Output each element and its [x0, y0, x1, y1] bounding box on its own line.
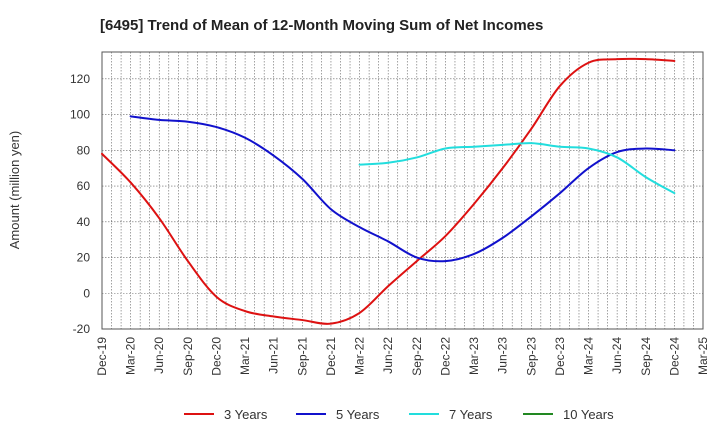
- x-tick-label: Dec-20: [209, 337, 223, 376]
- legend-label-10-years: 10 Years: [563, 407, 614, 422]
- plot-area: [101, 51, 704, 330]
- x-tick-label: Dec-21: [324, 337, 338, 376]
- y-tick-label: 0: [83, 286, 90, 300]
- x-tick-label: Sep-22: [410, 337, 424, 376]
- legend-label-7-years: 7 Years: [449, 407, 493, 422]
- legend-label-5-years: 5 Years: [336, 407, 380, 422]
- x-tick-label: Sep-21: [295, 337, 309, 376]
- series-line-5-years: [129, 115, 676, 263]
- series-lines: [101, 57, 676, 325]
- x-tick-label: Sep-24: [639, 337, 653, 376]
- series-line-3-years: [101, 57, 676, 325]
- x-tick-label: Dec-22: [438, 337, 452, 376]
- x-tick-label: Mar-21: [238, 337, 252, 375]
- x-tick-label: Dec-19: [95, 337, 109, 376]
- x-tick-label: Jun-22: [381, 337, 395, 374]
- y-tick-label: 20: [77, 251, 91, 265]
- x-tick-label: Mar-25: [696, 337, 710, 375]
- x-tick-label: Jun-24: [610, 337, 624, 374]
- x-tick-label: Sep-23: [524, 337, 538, 376]
- y-tick-label: 80: [77, 143, 91, 157]
- y-tick-label: 100: [70, 108, 90, 122]
- x-tick-label: Mar-20: [124, 337, 138, 375]
- y-axis-label: Amount (million yen): [7, 131, 22, 250]
- x-tick-label: Jun-23: [496, 337, 510, 374]
- legend: 3 Years 5 Years 7 Years 10 Years: [184, 407, 614, 422]
- x-tick-label: Mar-23: [467, 337, 481, 375]
- y-tick-label: -20: [73, 322, 91, 336]
- series-line-7-years: [358, 142, 676, 195]
- y-tick-label: 40: [77, 215, 91, 229]
- y-tick-label: 60: [77, 179, 91, 193]
- x-tick-label: Jun-21: [267, 337, 281, 374]
- chart-title: [6495] Trend of Mean of 12-Month Moving …: [100, 17, 543, 34]
- x-tick-label: Dec-23: [553, 337, 567, 376]
- grid: [102, 52, 703, 330]
- y-ticks: -20 0 20 40 60 80 100 120: [70, 72, 90, 336]
- x-ticks: Dec-19 Mar-20 Jun-20 Sep-20 Dec-20 Mar-21 Jun-…: [95, 337, 710, 376]
- y-tick-label: 120: [70, 72, 90, 86]
- x-tick-label: Mar-22: [353, 337, 367, 375]
- x-tick-label: Sep-20: [181, 337, 195, 376]
- x-tick-label: Mar-24: [582, 337, 596, 375]
- x-tick-label: Dec-24: [667, 337, 681, 376]
- legend-label-3-years: 3 Years: [224, 407, 268, 422]
- x-tick-label: Jun-20: [152, 337, 166, 374]
